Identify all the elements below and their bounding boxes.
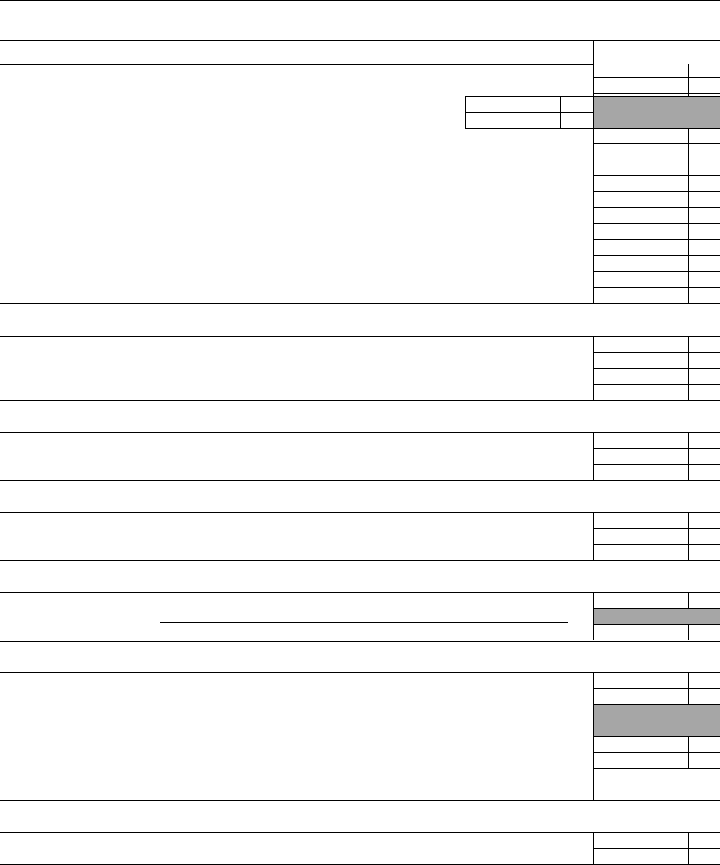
shaded-box <box>593 96 720 129</box>
shaded-box <box>593 608 720 625</box>
shaded-box <box>593 704 720 737</box>
